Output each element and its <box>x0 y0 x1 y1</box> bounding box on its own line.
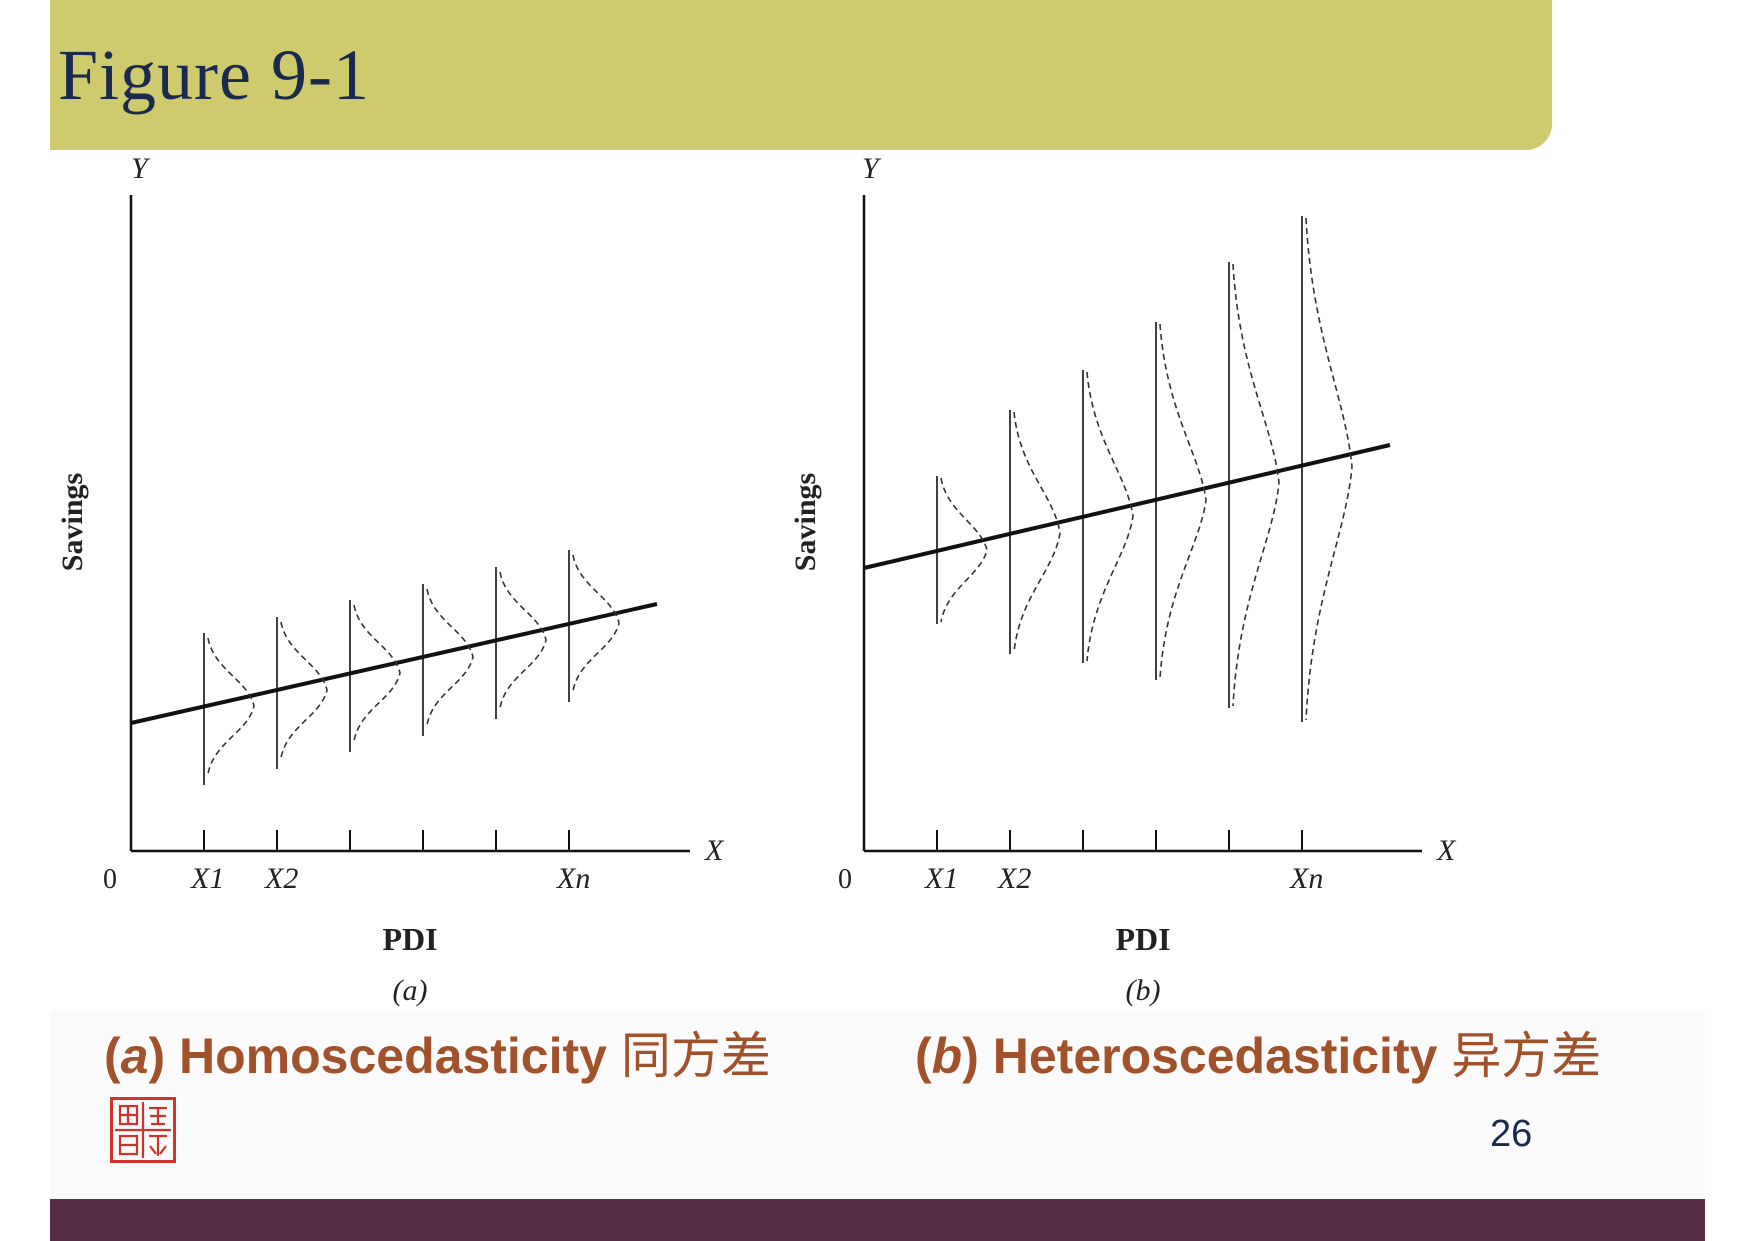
figure-9-1-diagram: Y X 0 Savings PDI (a) X1 X2 Xn <box>56 152 1457 1007</box>
panel-b-tick-label-x2: X2 <box>997 862 1031 895</box>
panel-a-distribution-4 <box>422 584 474 736</box>
panel-b-distribution-2 <box>1009 410 1061 654</box>
caption-a-text: Homoscedasticity <box>179 1028 607 1084</box>
caption-strip <box>50 1010 1705 1200</box>
panel-b-y-title: Savings <box>789 473 822 571</box>
panel-b-distributions <box>936 216 1353 722</box>
panel-a-y-letter: Y <box>131 152 151 185</box>
panel-b-distribution-1 <box>936 476 988 624</box>
panel-b-distribution-3 <box>1082 370 1134 663</box>
panel-b-y-letter: Y <box>862 152 882 185</box>
bottom-bar <box>50 1199 1705 1241</box>
caption-heteroscedasticity: (b) Heteroscedasticity 异方差 <box>915 1027 1602 1085</box>
panel-a-y-title: Savings <box>56 473 89 571</box>
university-seal-icon <box>110 1097 176 1163</box>
panel-b-x-title: PDI <box>1115 921 1170 957</box>
panel-a-label: (a) <box>393 974 428 1007</box>
caption-a-chinese: 同方差 <box>620 1027 771 1085</box>
title-band <box>50 0 1552 150</box>
panel-b-origin-label: 0 <box>838 864 852 895</box>
panel-a-x-letter: X <box>704 834 725 867</box>
caption-b-text: Heteroscedasticity <box>992 1028 1438 1084</box>
panel-a-distribution-2 <box>276 617 328 769</box>
panel-a-distributions <box>203 550 620 785</box>
panel-b-label: (b) <box>1126 974 1161 1007</box>
panel-b: Y X 0 Savings PDI (b) X1 X2 Xn <box>789 152 1457 1007</box>
panel-a-origin-label: 0 <box>103 864 117 895</box>
caption-b-letter: b <box>931 1028 963 1084</box>
caption-a-letter: a <box>120 1028 149 1084</box>
panel-a-tick-label-x2: X2 <box>264 862 298 895</box>
panel-b-distribution-6 <box>1301 216 1353 722</box>
panel-a-distribution-3 <box>349 600 401 752</box>
seal-glyph <box>115 1102 171 1158</box>
panel-b-regression-line <box>863 443 1391 570</box>
panel-a-distribution-5 <box>495 567 547 719</box>
title-band-edge <box>50 150 1460 161</box>
panel-a-regression-line <box>130 602 658 725</box>
panel-a-tick-label-xn: Xn <box>556 862 590 895</box>
caption-b-chinese: 异方差 <box>1451 1027 1602 1085</box>
panel-b-tick-label-xn: Xn <box>1289 862 1323 895</box>
panel-b-distribution-5 <box>1228 262 1280 708</box>
page-number: 26 <box>1490 1113 1533 1155</box>
caption-homoscedasticity: (a) Homoscedasticity 同方差 <box>104 1027 771 1085</box>
panel-a-x-title: PDI <box>382 921 437 957</box>
panel-a-distribution-1 <box>203 633 255 785</box>
panel-b-x-letter: X <box>1436 834 1457 867</box>
panel-a: Y X 0 Savings PDI (a) X1 X2 Xn <box>56 152 725 1007</box>
panel-b-distribution-4 <box>1155 322 1207 680</box>
panel-b-x-ticks <box>936 830 1303 851</box>
slide-title: Figure 9-1 <box>58 35 370 115</box>
panel-a-tick-label-x1: X1 <box>190 862 224 895</box>
panel-b-tick-label-x1: X1 <box>924 862 958 895</box>
panel-a-x-ticks <box>203 830 570 851</box>
panel-a-distribution-6 <box>568 550 620 702</box>
